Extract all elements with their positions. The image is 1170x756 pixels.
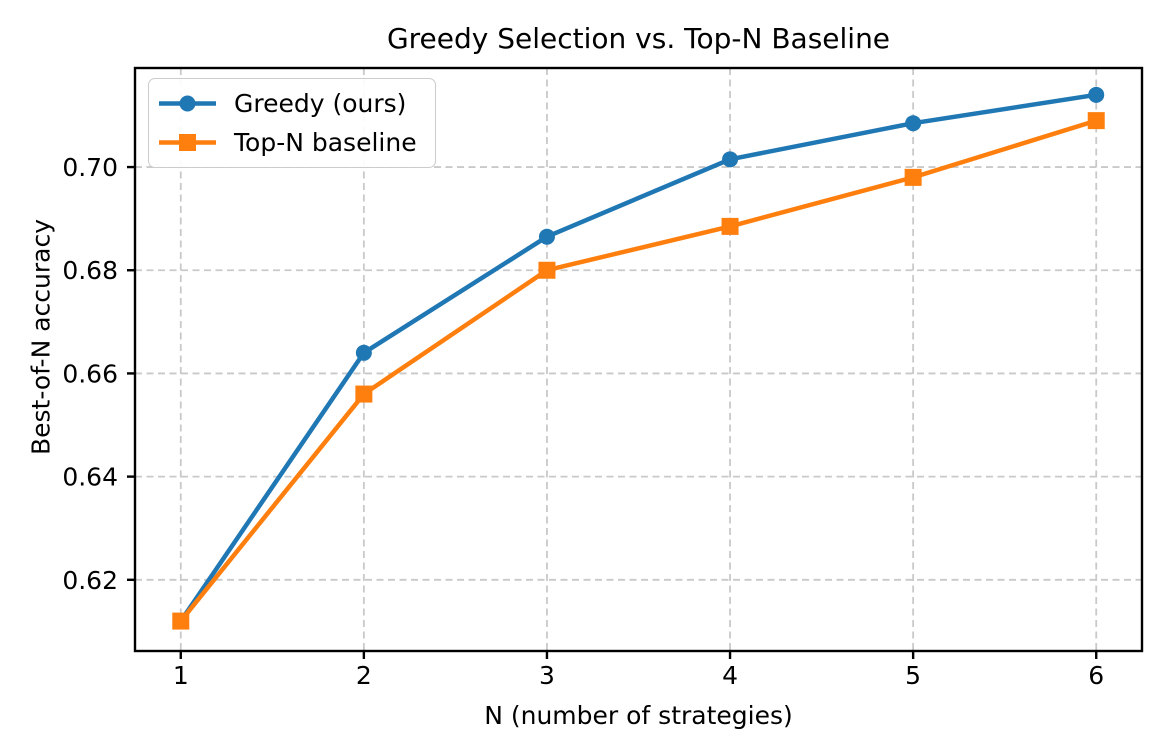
data-point-0-5 [905,115,922,132]
y-tick-label-0.7: 0.70 [62,153,118,182]
legend: Greedy (ours) Top-N baseline [148,78,436,168]
series-line-1 [179,118,1097,623]
data-point-0-6 [1088,86,1105,103]
data-point-1-4 [721,217,739,235]
legend-handle-1 [159,134,216,151]
y-tick-label-0.68: 0.68 [62,256,118,285]
x-axis-label: N (number of strategies) [484,701,793,730]
y-tick-label-0.66: 0.66 [62,359,118,388]
x-tick-label-5: 5 [905,661,921,690]
legend-label-0: Greedy (ours) [234,89,407,118]
y-axis-label: Best-of-N accuracy [26,218,56,456]
chart-title: Greedy Selection vs. Top-N Baseline [386,22,891,55]
data-point-1-5 [904,168,922,186]
data-point-1-1 [172,612,190,630]
plot-border [133,66,1144,653]
y-tick-label-0.64: 0.64 [62,463,118,492]
x-tick-label-6: 6 [1088,661,1104,690]
data-point-1-2 [355,385,373,403]
y-tick-label-0.62: 0.62 [62,566,118,595]
legend-handle-0 [159,95,216,112]
x-tick-label-4: 4 [722,661,738,690]
data-point-0-2 [355,344,372,361]
legend-item-0: Greedy (ours) [157,84,417,123]
series-line-0 [178,92,1097,623]
x-tick-label-1: 1 [173,661,189,690]
x-tick-label-3: 3 [539,661,555,690]
data-point-1-6 [1087,112,1105,130]
legend-label-1: Top-N baseline [234,128,417,157]
legend-item-1: Top-N baseline [157,123,417,162]
legend-square-marker-icon [179,134,196,151]
data-point-0-3 [538,228,555,245]
x-tick-label-2: 2 [356,661,372,690]
data-point-0-4 [722,151,739,168]
data-point-1-3 [538,261,556,279]
legend-circle-marker-icon [179,95,196,112]
